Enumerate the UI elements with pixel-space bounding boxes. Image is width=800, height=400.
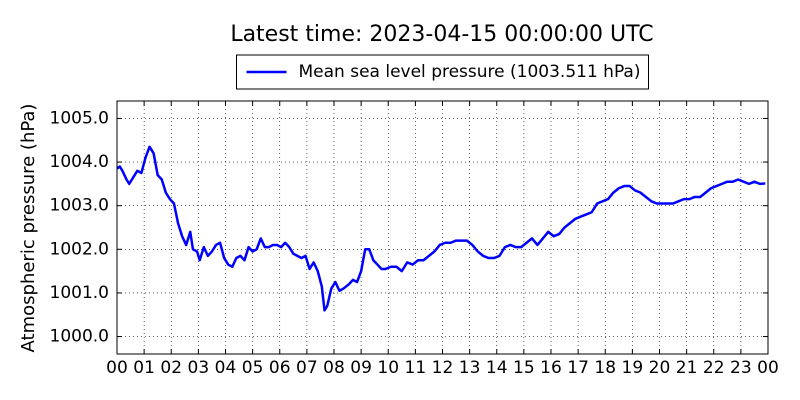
x-tick-label: 11 <box>405 358 427 378</box>
x-tick-label: 00 <box>757 358 779 378</box>
y-tick-label: 1005.0 <box>50 108 109 128</box>
x-tick-label: 09 <box>350 358 372 378</box>
x-tick-label: 04 <box>215 358 237 378</box>
y-tick-label: 1004.0 <box>50 152 109 172</box>
x-tick-label: 14 <box>486 358 508 378</box>
legend-label: Mean sea level pressure (1003.511 hPa) <box>299 62 641 82</box>
y-tick-label: 1002.0 <box>50 239 109 259</box>
x-tick-label: 17 <box>567 358 589 378</box>
x-tick-label: 08 <box>323 358 345 378</box>
x-tick-label: 15 <box>513 358 535 378</box>
x-tick-label: 12 <box>432 358 454 378</box>
x-tick-label: 03 <box>188 358 210 378</box>
data-line <box>116 145 766 312</box>
x-tick-label: 10 <box>377 358 399 378</box>
x-tick-label: 07 <box>296 358 318 378</box>
x-tick-label: 00 <box>106 358 128 378</box>
x-tick-label: 13 <box>459 358 481 378</box>
y-tick-label: 1000.0 <box>50 327 109 347</box>
chart-title: Latest time: 2023-04-15 00:00:00 UTC <box>230 22 653 47</box>
x-tick-label: 23 <box>730 358 752 378</box>
legend-box <box>236 54 649 90</box>
x-tick-label: 16 <box>540 358 562 378</box>
plot-frame <box>116 100 769 355</box>
y-tick-label: 1003.0 <box>50 196 109 216</box>
x-tick-label: 18 <box>594 358 616 378</box>
x-tick-label: 06 <box>269 358 291 378</box>
x-tick-label: 01 <box>133 358 155 378</box>
x-tick-label: 05 <box>242 358 264 378</box>
x-tick-label: 21 <box>676 358 698 378</box>
x-tick-label: 22 <box>703 358 725 378</box>
x-tick-label: 19 <box>622 358 644 378</box>
x-tick-label: 20 <box>649 358 671 378</box>
x-tick-label: 02 <box>160 358 182 378</box>
y-tick-label: 1001.0 <box>50 283 109 303</box>
y-axis-label: Atmospheric pressure (hPa) <box>18 104 39 353</box>
